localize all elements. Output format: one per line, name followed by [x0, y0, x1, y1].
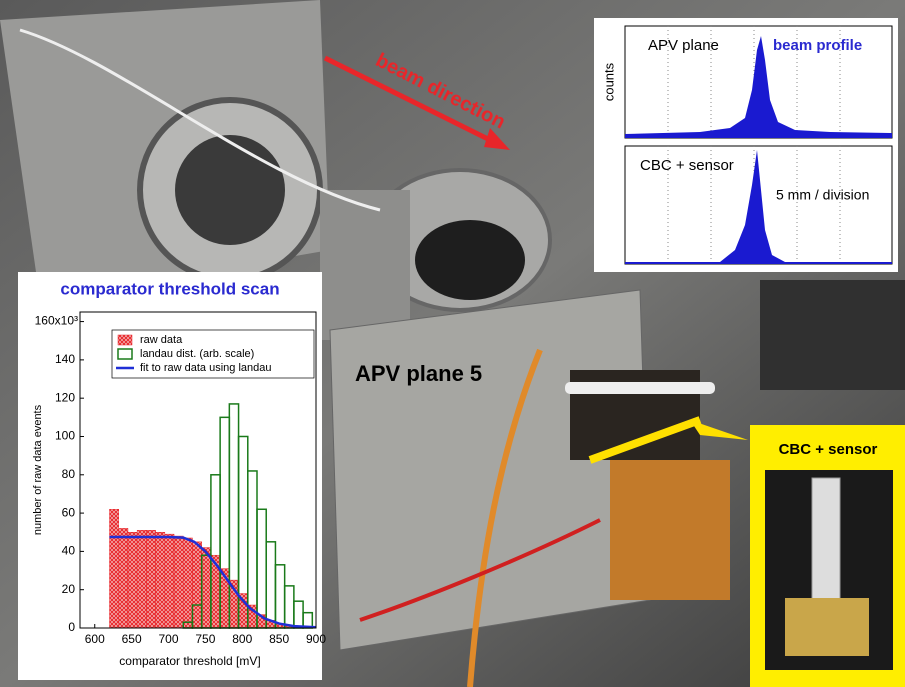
- y-tick-label: 20: [62, 582, 76, 596]
- y-tick-label: 0: [68, 620, 75, 634]
- inset-title: CBC + sensor: [779, 441, 878, 458]
- plot: 0 20 40 60 80 100 120 140 160x10³ 600 650 700 750 800…: [35, 314, 327, 646]
- cbc-inset: CBC + sensor: [750, 425, 905, 687]
- inset-title: beam profile: [773, 37, 862, 54]
- histogram-bar: [136, 530, 147, 629]
- panel-label: CBC + sensor: [640, 157, 734, 174]
- histogram-bar: [127, 531, 138, 629]
- y-axis-label: number of raw data events: [32, 404, 44, 535]
- chart-title: comparator threshold scan: [60, 279, 279, 298]
- y-tick-label: 60: [62, 505, 76, 519]
- legend-swatch: [117, 348, 133, 360]
- y-tick-label: 140: [55, 352, 75, 366]
- histogram-bar: [164, 533, 175, 629]
- scale-note: 5 mm / division: [776, 187, 869, 203]
- x-tick-label: 900: [306, 632, 326, 646]
- panel-label: APV plane: [648, 37, 719, 54]
- x-tick-label: 700: [158, 632, 178, 646]
- legend-label: raw data: [140, 334, 183, 346]
- x-tick-label: 750: [195, 632, 215, 646]
- histogram-bar: [146, 530, 156, 629]
- histogram-bar: [192, 541, 202, 629]
- x-axis-label: comparator threshold [mV]: [119, 654, 260, 668]
- histogram-bar: [155, 531, 166, 629]
- y-axis-label: counts: [601, 62, 616, 101]
- legend-label: fit to raw data using landau: [140, 362, 271, 374]
- x-tick-label: 800: [232, 632, 252, 646]
- legend-label: landau dist. (arb. scale): [140, 348, 254, 360]
- histogram-bar: [109, 509, 119, 629]
- y-tick-label: 80: [62, 467, 76, 481]
- fit-line: [109, 535, 317, 629]
- x-tick-label: 600: [85, 632, 105, 646]
- y-tick-label: 100: [55, 429, 75, 443]
- y-tick-label: 160x10³: [35, 314, 78, 328]
- apv-plane-label: APV plane 5: [355, 361, 482, 386]
- y-tick-label: 40: [62, 544, 76, 558]
- histogram-bar: [118, 528, 129, 629]
- x-tick-label: 850: [269, 632, 289, 646]
- legend-swatch: [117, 334, 133, 346]
- histogram-bar: [183, 537, 193, 629]
- beam-profile-inset: APV plane beam profile counts CBC + sens…: [594, 18, 898, 272]
- x-tick-label: 650: [122, 632, 142, 646]
- histogram-bar: [201, 547, 212, 629]
- y-tick-label: 120: [55, 390, 75, 404]
- plot-frame: [79, 311, 317, 629]
- legend-box: [111, 329, 315, 379]
- histogram-bar: [173, 535, 184, 629]
